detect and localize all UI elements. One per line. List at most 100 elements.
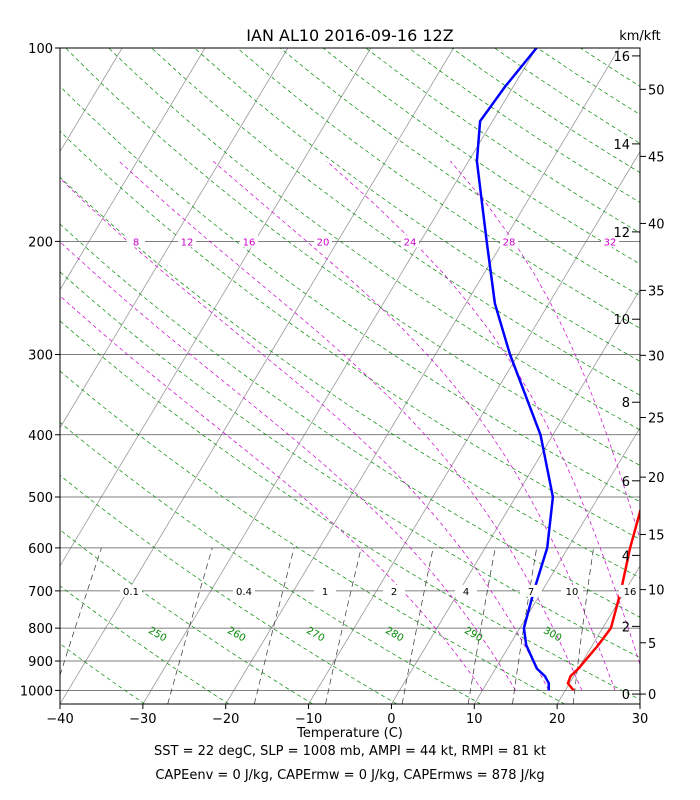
dry-adiabat xyxy=(60,370,565,704)
temperature-tick-label: −30 xyxy=(129,712,156,727)
pressure-tick-label: 1000 xyxy=(20,684,53,699)
moist-adiabat-label: 12 xyxy=(181,237,194,248)
moist-adiabat-label: 16 xyxy=(243,237,256,248)
isotherm xyxy=(473,427,640,704)
pressure-tick-label: 600 xyxy=(28,542,53,557)
kft-tick-label: 20 xyxy=(648,471,665,486)
km-tick-label: 0 xyxy=(622,688,630,703)
dry-adiabat xyxy=(60,271,640,659)
isotherm xyxy=(639,703,640,704)
dry-adiabat xyxy=(451,48,640,174)
mixing-ratio-label: 0.4 xyxy=(236,587,252,598)
skew-t-chart: IAN AL10 2016-09-16 12Z km/kft 8 12 16 20 24… xyxy=(0,26,665,741)
mixing-ratio-label: 16 xyxy=(624,587,637,598)
temperature-tick-label: 20 xyxy=(549,712,566,727)
plot-frame xyxy=(59,47,641,705)
isotherm xyxy=(0,48,39,704)
dry-adiabat xyxy=(60,703,61,704)
kft-tick-label: 30 xyxy=(648,349,665,364)
chart-title: IAN AL10 2016-09-16 12Z xyxy=(246,26,453,45)
kft-tick-label: 35 xyxy=(648,284,665,299)
isotherm xyxy=(60,48,289,429)
pressure-tick-label: 700 xyxy=(28,585,53,600)
moist-adiabat-label: 24 xyxy=(404,237,417,248)
mixing-ratio-line xyxy=(253,547,295,704)
moist-adiabat xyxy=(60,177,550,691)
km-tick-label: 8 xyxy=(622,396,630,411)
moist-adiabat-label: 8 xyxy=(133,237,139,248)
mixing-ratio-line xyxy=(467,547,496,704)
x-axis-label: Temperature (C) xyxy=(296,726,403,741)
dry-adiabat xyxy=(60,529,313,704)
temperature-tick-label: −10 xyxy=(295,712,322,727)
temperature-tick-label: −40 xyxy=(46,712,73,727)
mixing-ratio-label: 0.1 xyxy=(123,587,139,598)
km-tick-label: 6 xyxy=(622,475,630,490)
kft-tick-label: 15 xyxy=(648,528,665,543)
moist-adiabat xyxy=(326,160,640,666)
isotherm xyxy=(308,150,640,704)
dry-adiabat xyxy=(279,48,640,297)
dry-adiabat xyxy=(60,223,640,618)
moist-adiabat-label: 32 xyxy=(604,237,617,248)
temperature-tick-label: 10 xyxy=(466,712,483,727)
pressure-tick-label: 200 xyxy=(28,235,53,250)
mixing-ratio-line xyxy=(512,547,538,704)
dry-adiabat xyxy=(322,48,640,265)
moist-adiabat-label: 28 xyxy=(503,237,516,248)
mixing-ratio-label: 7 xyxy=(528,587,534,598)
pressure-tick-label: 500 xyxy=(28,491,53,506)
mixing-ratio-label: 4 xyxy=(463,587,469,598)
dry-adiabat xyxy=(108,48,640,431)
isotherm xyxy=(60,48,454,704)
dry-adiabat xyxy=(60,85,640,503)
temperature-tick-label: 0 xyxy=(387,712,395,727)
temperature-tick-label: −20 xyxy=(212,712,239,727)
kft-tick-label: 25 xyxy=(648,412,665,427)
dry-adiabat xyxy=(60,320,640,700)
kft-tick-label: 0 xyxy=(648,688,656,703)
pressure-tick-label: 400 xyxy=(28,429,53,444)
mixing-ratio-label: 2 xyxy=(391,587,397,598)
dry-adiabat xyxy=(237,48,640,329)
kft-tick-label: 50 xyxy=(648,83,665,98)
moist-adiabat xyxy=(212,160,616,691)
isotherm xyxy=(60,48,206,291)
right-axis-label: km/kft xyxy=(619,29,661,44)
dry-adiabat xyxy=(60,585,229,704)
pressure-tick-label: 100 xyxy=(28,42,53,57)
km-tick-label: 10 xyxy=(613,313,630,328)
kft-tick-label: 5 xyxy=(648,637,656,652)
kft-tick-label: 40 xyxy=(648,217,665,232)
isotherm xyxy=(225,48,620,704)
footer-line-2: CAPEenv = 0 J/kg, CAPErmw = 0 J/kg, CAPE… xyxy=(155,768,545,783)
mixing-ratio-label: 1 xyxy=(322,587,328,598)
dry-adiabat xyxy=(65,48,640,466)
kft-tick-label: 45 xyxy=(648,150,665,165)
mixing-ratio-line xyxy=(325,547,362,704)
footer-line-1: SST = 22 degC, SLP = 1008 mb, AMPI = 44 … xyxy=(154,744,546,759)
moist-adiabat-label: 20 xyxy=(317,237,330,248)
isotherm xyxy=(60,48,123,153)
profile-line xyxy=(475,48,555,691)
temperature-tick-label: 30 xyxy=(632,712,649,727)
dry-adiabat xyxy=(60,643,145,704)
pressure-tick-label: 300 xyxy=(28,348,53,363)
pressure-tick-label: 800 xyxy=(28,622,53,637)
pressure-tick-label: 900 xyxy=(28,655,53,670)
moist-adiabat xyxy=(118,160,583,691)
dry-adiabat xyxy=(151,48,640,396)
moist-adiabat xyxy=(60,241,516,691)
mixing-ratio-line xyxy=(572,547,594,704)
mixing-ratio-line xyxy=(60,547,102,677)
km-tick-label: 12 xyxy=(613,226,630,241)
isotherm xyxy=(60,48,372,567)
km-tick-label: 4 xyxy=(622,549,630,564)
mixing-ratio-line xyxy=(167,547,213,704)
mixing-ratio-line xyxy=(401,547,434,704)
moist-adiabat xyxy=(60,295,483,691)
km-tick-label: 14 xyxy=(613,138,630,153)
km-tick-label: 16 xyxy=(613,50,630,65)
km-tick-label: 2 xyxy=(622,620,630,635)
dry-adiabat xyxy=(60,176,640,579)
